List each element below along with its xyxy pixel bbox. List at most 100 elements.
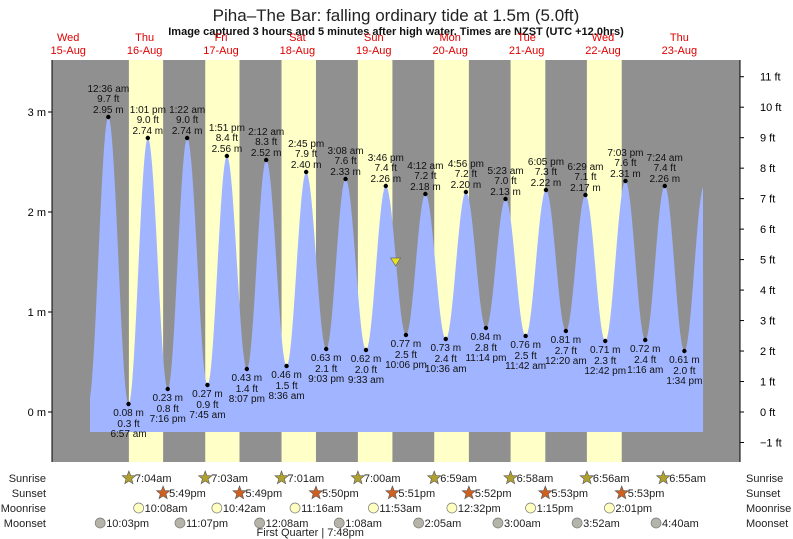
day-date: 18-Aug xyxy=(280,45,315,57)
left-tick-label: 3 m xyxy=(28,107,46,119)
left-tick-label: 2 m xyxy=(28,207,46,219)
right-tick-label: 10 ft xyxy=(760,102,781,114)
high-tide-point xyxy=(224,153,230,159)
tide-m: 0.08 m xyxy=(113,408,144,419)
tide-ft: 9.0 ft xyxy=(176,115,198,126)
right-tick-label: 4 ft xyxy=(760,285,775,297)
tide-ft: 2.5 ft xyxy=(395,350,417,361)
sunrise-time: 7:04am xyxy=(135,473,172,485)
sunrise-row-label: Sunrise xyxy=(9,473,46,485)
high-tide-label: 6:29 am7.1 ft2.17 m xyxy=(567,162,603,194)
day-date: 16-Aug xyxy=(127,45,162,57)
tide-time: 6:05 pm xyxy=(528,157,564,168)
day-name: Thu xyxy=(670,32,689,44)
tide-time: 11:42 am xyxy=(505,361,546,372)
high-tide-point xyxy=(423,191,428,197)
sunset-time: 5:53pm xyxy=(628,488,665,500)
plot-area: 12:36 am9.7 ft2.95 m 0.08 m0.3 ft6:57 am 1… xyxy=(28,60,782,462)
day-name: Wed xyxy=(57,32,79,44)
moonset-moon-icon xyxy=(174,517,186,529)
tide-time: 1:16 am xyxy=(627,365,663,376)
right-tick-label: 6 ft xyxy=(760,224,775,236)
day-name: Mon xyxy=(439,32,460,44)
tide-time: 7:16 pm xyxy=(150,414,186,425)
tide-m: 0.71 m xyxy=(590,345,621,356)
tide-ft: 2.4 ft xyxy=(435,354,457,365)
tide-m: 0.61 m xyxy=(669,355,700,366)
low-tide-point xyxy=(643,337,648,343)
tide-time: 9:33 am xyxy=(348,375,384,386)
tide-time: 9:03 pm xyxy=(308,374,344,385)
tide-m: 0.23 m xyxy=(152,393,183,404)
high-tide-point xyxy=(303,169,309,175)
low-tide-point xyxy=(483,325,489,331)
moonset-time: 12:08am xyxy=(266,518,309,530)
day-name: Sat xyxy=(289,32,306,44)
chart-subtitle: Image captured 3 hours and 5 minutes aft… xyxy=(168,26,624,38)
tide-m: 2.31 m xyxy=(610,169,641,180)
sunset-star-icon xyxy=(155,485,171,500)
high-tide-point xyxy=(264,157,269,163)
tide-area xyxy=(89,117,704,432)
tide-m: 2.18 m xyxy=(410,182,441,193)
moonrise-time: 11:16am xyxy=(301,503,343,515)
sunset-time: 5:52pm xyxy=(475,488,512,500)
day-date: 21-Aug xyxy=(509,45,544,57)
high-tide-label: 7:03 pm7.6 ft2.31 m xyxy=(607,148,643,180)
moonset-moon-icon xyxy=(571,517,583,529)
tide-ft: 7.6 ft xyxy=(614,158,636,169)
moonrise-time: 11:53am xyxy=(379,503,421,515)
tide-ft: 1.4 ft xyxy=(236,384,258,395)
tide-ft: 8.3 ft xyxy=(255,137,277,148)
moonrise-moon-icon xyxy=(525,502,536,514)
sunset-star-icon xyxy=(614,485,630,500)
tide-m: 2.22 m xyxy=(531,178,562,189)
moonset-moon-icon xyxy=(413,517,424,529)
tide-m: 2.13 m xyxy=(490,187,521,198)
chart-title: Piha–The Bar: falling ordinary tide at 1… xyxy=(213,6,580,25)
sunrise-time: 7:01am xyxy=(288,473,325,485)
low-tide-point xyxy=(205,382,210,388)
high-tide-point xyxy=(106,114,111,120)
low-tide-point xyxy=(682,348,687,354)
left-tick-label: 1 m xyxy=(28,307,46,319)
high-tide-label: 5:23 am7.0 ft2.13 m xyxy=(487,166,523,198)
low-tide-point xyxy=(363,347,369,353)
high-tide-label: 3:08 am7.6 ft2.33 m xyxy=(328,146,364,178)
tide-m: 0.77 m xyxy=(391,339,422,350)
high-tide-label: 12:36 am9.7 ft2.95 m xyxy=(87,84,129,116)
moonset-moon-icon xyxy=(254,517,265,529)
sunrise-star-icon xyxy=(197,470,213,485)
moonset-row-label-right: Moonset xyxy=(746,518,788,530)
tide-ft: 2.8 ft xyxy=(475,343,497,354)
sunset-star-icon xyxy=(537,485,553,500)
high-tide-label: 7:24 am7.4 ft2.26 m xyxy=(647,153,683,185)
tide-m: 0.62 m xyxy=(351,354,382,365)
tide-m: 0.76 m xyxy=(510,340,541,351)
tide-ft: 7.4 ft xyxy=(654,163,676,174)
tide-time: 8:07 pm xyxy=(229,394,265,405)
high-tide-point xyxy=(463,189,469,195)
moonrise-moon-icon xyxy=(211,502,223,514)
tide-time: 12:42 pm xyxy=(584,366,626,377)
low-tide-label: 0.27 m0.9 ft7:45 am xyxy=(189,389,225,421)
sunset-star-icon xyxy=(461,485,477,500)
sunset-star-icon xyxy=(308,485,324,500)
sunrise-row-label-right: Sunrise xyxy=(746,473,783,485)
sunset-time: 5:50pm xyxy=(322,488,359,500)
tide-ft: 7.3 ft xyxy=(535,167,557,178)
tide-ft: 2.0 ft xyxy=(355,365,377,376)
tide-m: 0.72 m xyxy=(630,344,661,355)
day-date: 22-Aug xyxy=(585,45,620,57)
day-name: Fri xyxy=(215,32,228,44)
low-tide-point xyxy=(244,366,250,372)
low-tide-point xyxy=(126,401,131,407)
sunrise-time: 6:55am xyxy=(669,473,706,485)
tide-time: 8:36 am xyxy=(269,391,305,402)
moonrise-row-label: Moonrise xyxy=(1,503,46,515)
low-tide-point xyxy=(284,363,289,369)
day-name: Wed xyxy=(592,32,614,44)
